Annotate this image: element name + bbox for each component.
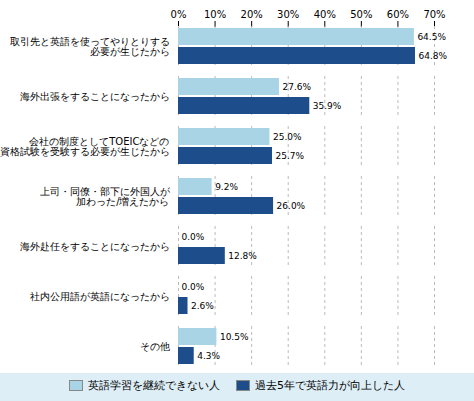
svg-text:0.0%: 0.0% <box>182 232 205 242</box>
svg-text:26.0%: 26.0% <box>277 201 306 211</box>
svg-text:50%: 50% <box>350 9 372 20</box>
html-text:過去5年で英語力が向上した人: 過去5年で英語力が向上した人 <box>255 379 405 392</box>
svg-text:社内公用語が英語になったから: 社内公用語が英語になったから <box>30 291 170 302</box>
svg-text:2.6%: 2.6% <box>191 301 214 311</box>
svg-text:0.0%: 0.0% <box>182 282 205 292</box>
svg-text:海外赴任をすることになったから: 海外赴任をすることになったから <box>20 241 170 252</box>
svg-text:70%: 70% <box>423 9 445 20</box>
svg-text:25.7%: 25.7% <box>275 151 304 161</box>
svg-text:30%: 30% <box>277 9 299 20</box>
svg-text:25.0%: 25.0% <box>273 132 302 142</box>
svg-text:海外出張をすることになったから: 海外出張をすることになったから <box>20 91 170 102</box>
svg-text:その他: その他 <box>140 341 170 352</box>
svg-text:64.5%: 64.5% <box>417 32 446 42</box>
svg-text:4.3%: 4.3% <box>197 351 220 361</box>
svg-text:9.2%: 9.2% <box>215 182 238 192</box>
svg-text:40%: 40% <box>314 9 336 20</box>
svg-text:上司・同僚・部下に外国人が加わった/増えたから: 上司・同僚・部下に外国人が加わった/増えたから <box>40 186 171 207</box>
svg-text:10%: 10% <box>204 9 226 20</box>
svg-text:会社の制度としてTOEICなどの資格試験を受験する必要が生じ: 会社の制度としてTOEICなどの資格試験を受験する必要が生じたから <box>0 136 170 157</box>
svg-text:0%: 0% <box>171 9 187 20</box>
svg-text:12.8%: 12.8% <box>228 251 257 261</box>
svg-text:10.5%: 10.5% <box>220 332 249 342</box>
svg-text:64.8%: 64.8% <box>418 51 447 61</box>
svg-text:60%: 60% <box>387 9 409 20</box>
svg-text:27.6%: 27.6% <box>282 82 311 92</box>
svg-text:20%: 20% <box>241 9 263 20</box>
html-text:英語学習を継続できない人: 英語学習を継続できない人 <box>88 379 220 392</box>
svg-text:35.9%: 35.9% <box>313 101 342 111</box>
svg-text:取引先と英語を使ってやりとりする必要が生じたから: 取引先と英語を使ってやりとりする必要が生じたから <box>10 36 170 57</box>
